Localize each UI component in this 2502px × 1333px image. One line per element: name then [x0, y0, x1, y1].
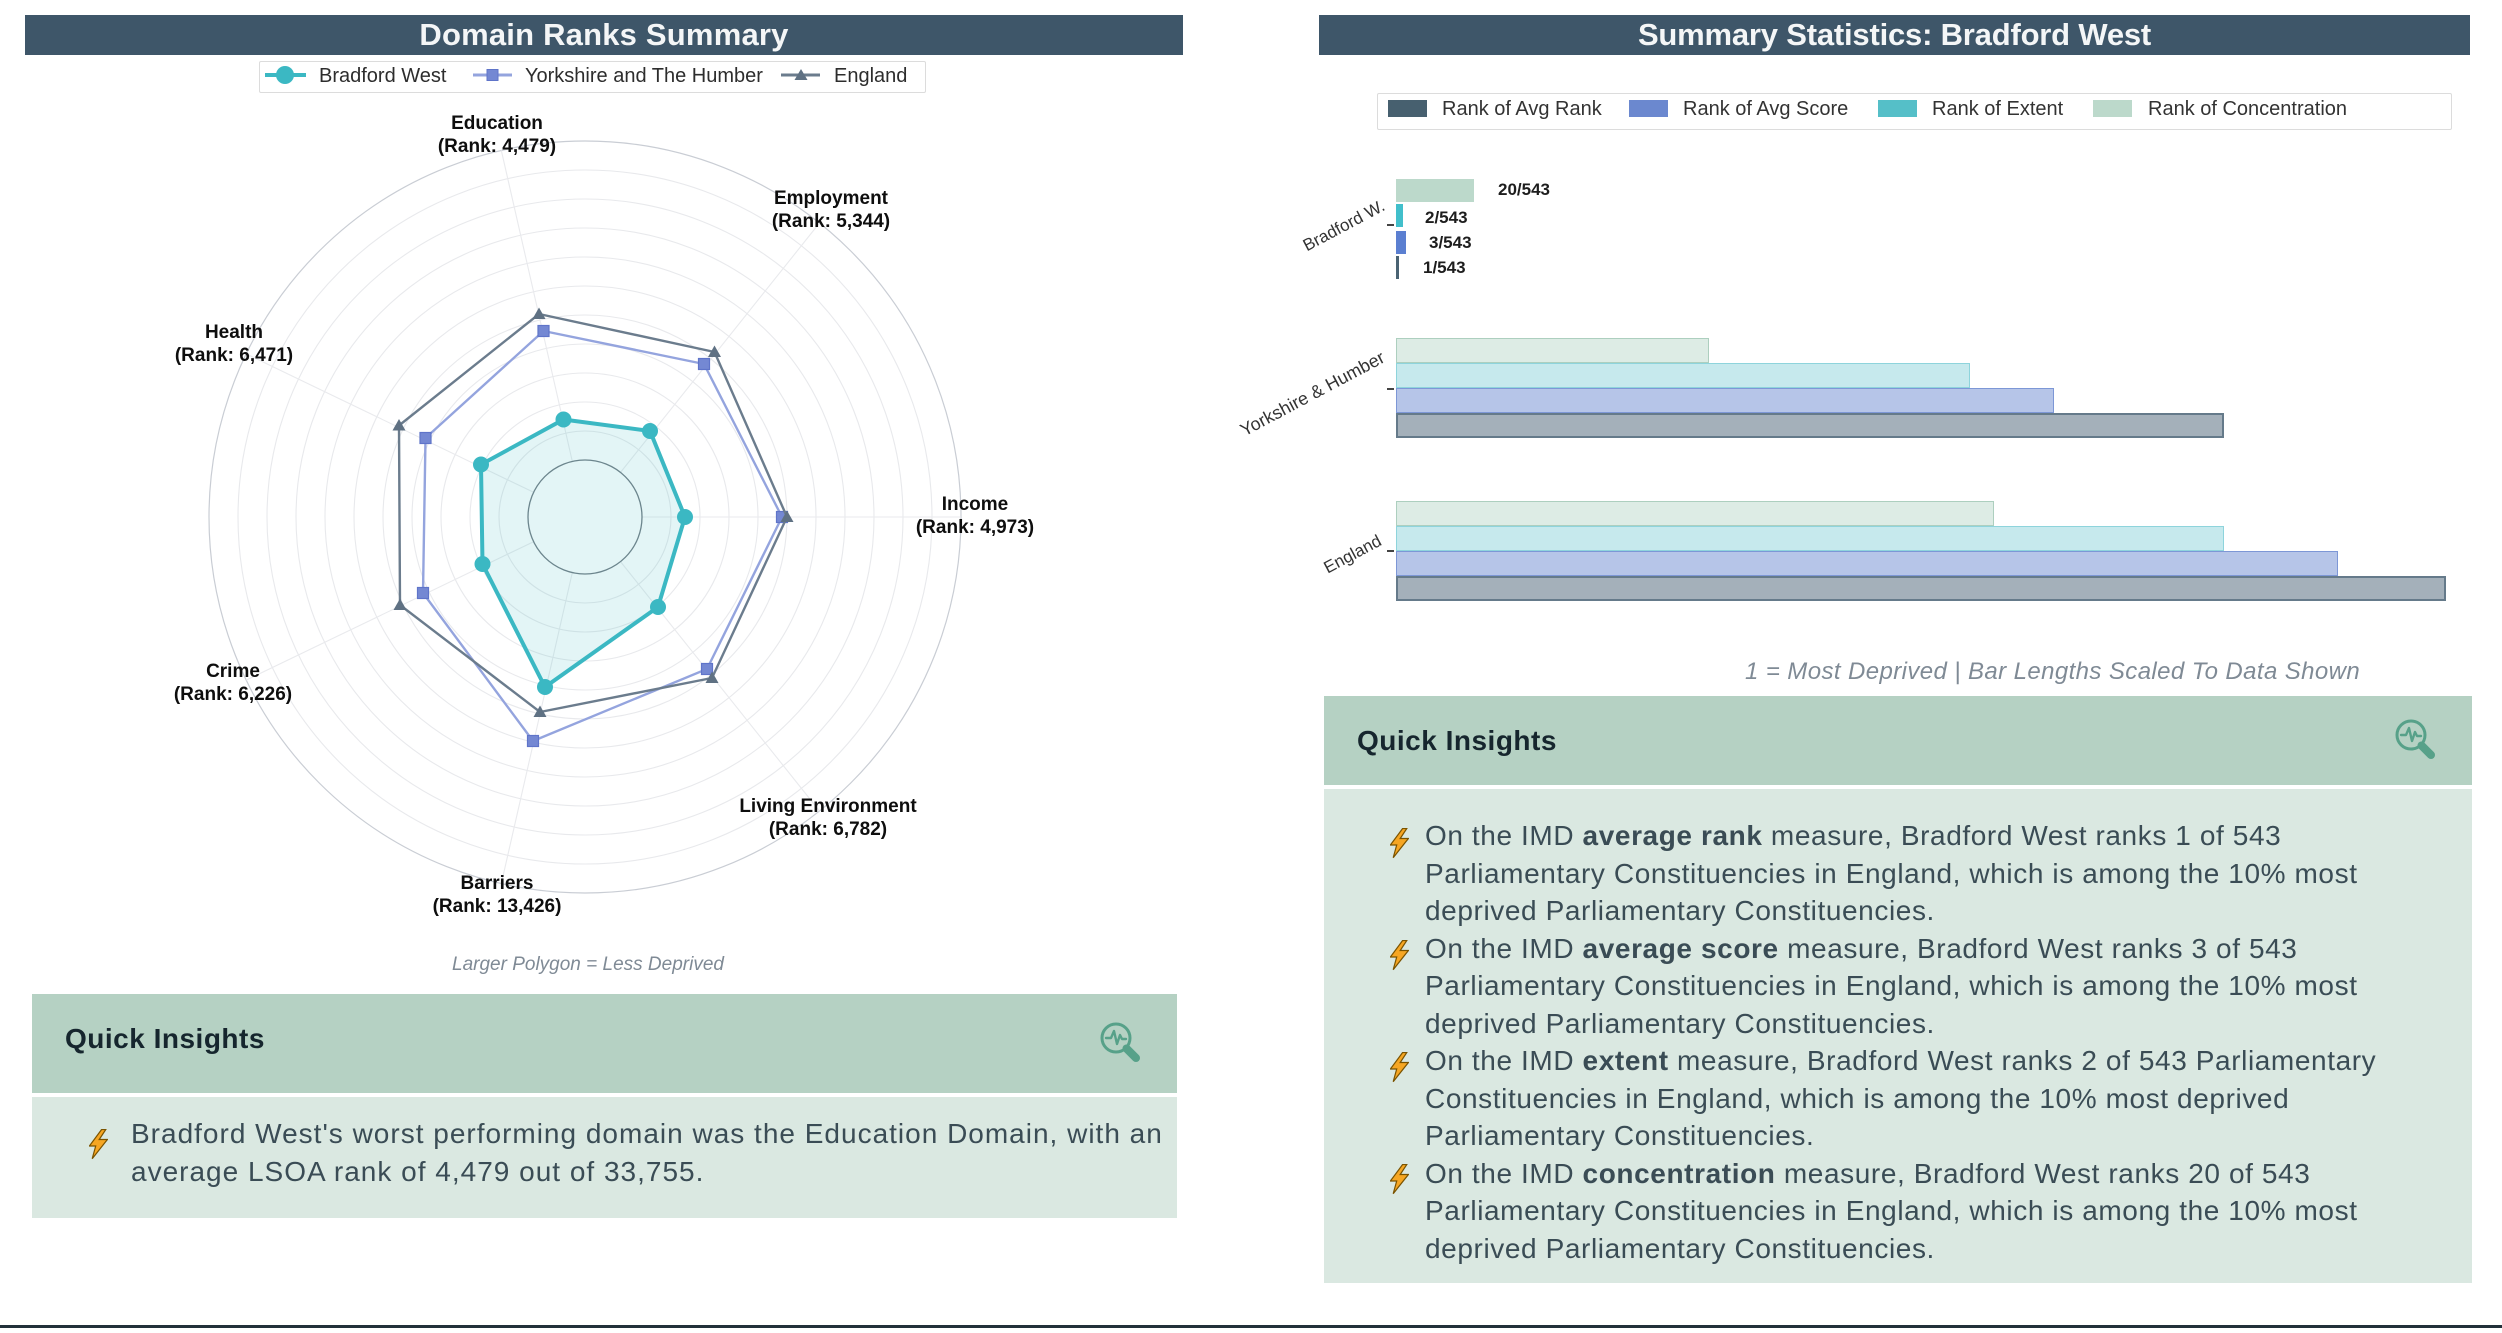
svg-text:Living Environment(Rank: 6,782: Living Environment (Rank: 6,782)	[739, 796, 917, 840]
svg-text:Barriers(Rank: 13,426): Barriers (Rank: 13,426)	[433, 873, 562, 917]
svg-text:Education(Rank: 4,479): Education (Rank: 4,479)	[438, 113, 556, 157]
svg-text:Employment(Rank: 5,344): Employment (Rank: 5,344)	[772, 188, 890, 232]
svg-text:Income(Rank: 4,973): Income (Rank: 4,973)	[916, 494, 1034, 538]
svg-text:Crime(Rank: 6,226): Crime (Rank: 6,226)	[174, 661, 292, 705]
svg-text:Health(Rank: 6,471): Health (Rank: 6,471)	[175, 322, 293, 366]
